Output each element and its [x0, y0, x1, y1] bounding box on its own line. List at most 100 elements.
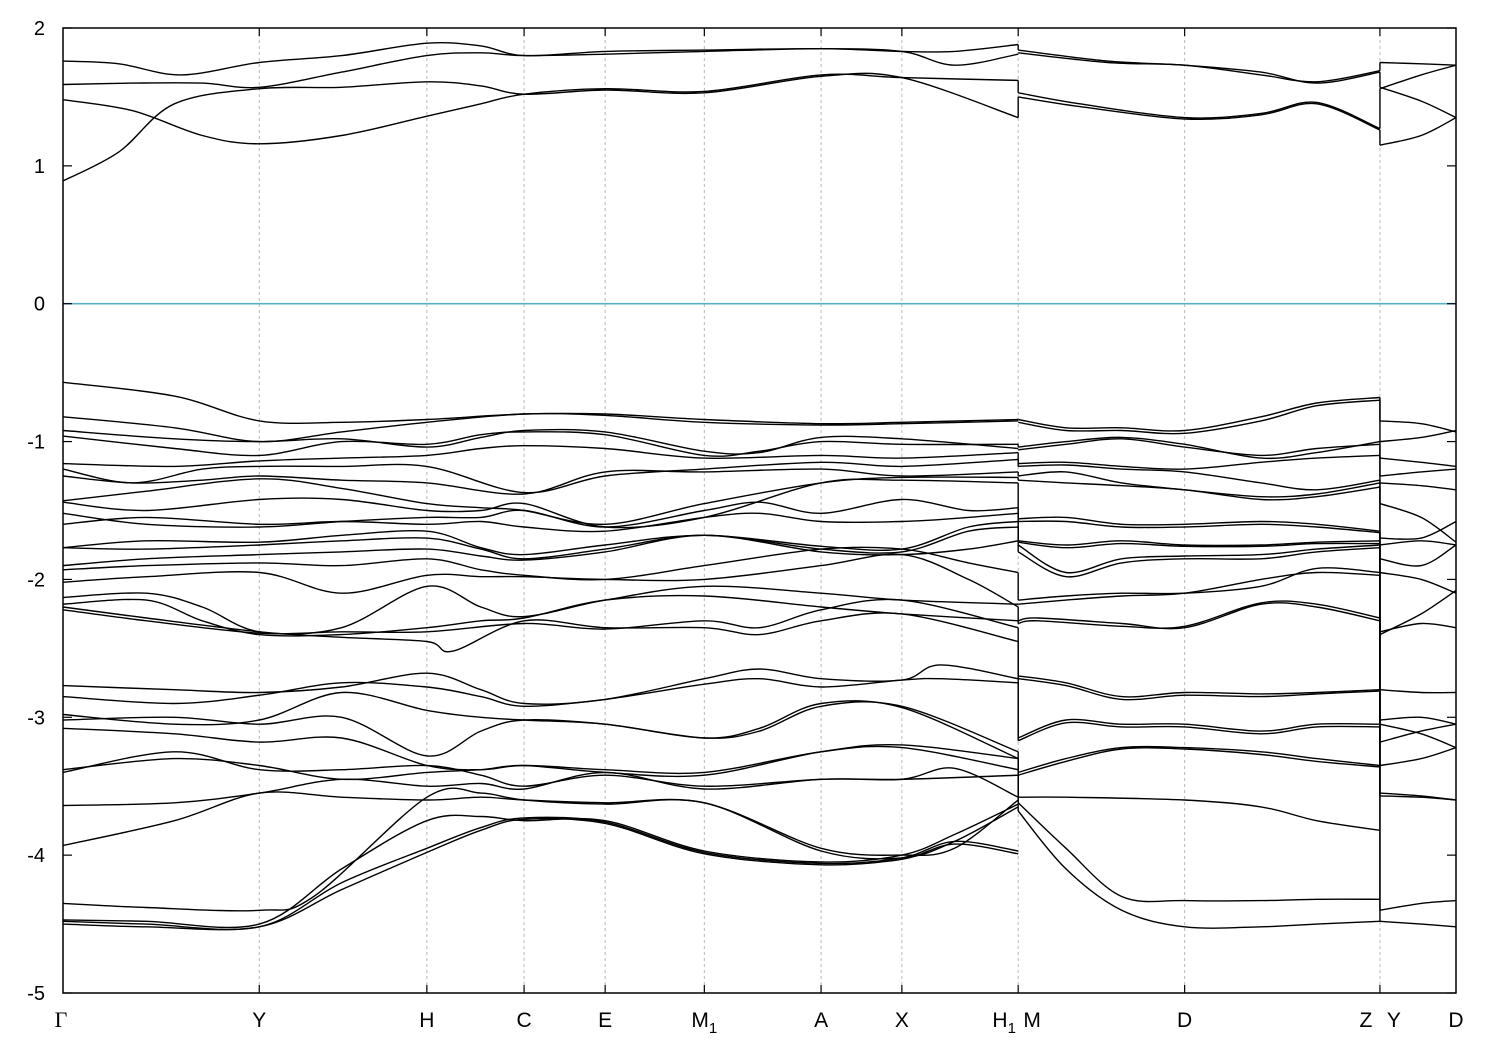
band-line: [62, 767, 1019, 807]
kpoint-label: E: [598, 1009, 612, 1032]
band-line: [1018, 471, 1381, 498]
band-line: [1018, 678, 1380, 701]
band-line: [1379, 716, 1457, 725]
y-tick-label: -2: [27, 569, 45, 591]
band-line: [1379, 468, 1457, 477]
band-line: [1018, 438, 1380, 457]
band-line: [62, 816, 1019, 931]
band-line: [62, 41, 1019, 76]
band-line: [1379, 64, 1457, 90]
y-tick-label: -5: [27, 983, 45, 1005]
band-line: [1018, 541, 1380, 549]
band-line: [1018, 571, 1380, 605]
band-line: [62, 73, 1019, 145]
band-line: [1018, 396, 1380, 432]
band-line: [1379, 116, 1457, 146]
band-line: [1379, 589, 1457, 636]
band-line: [62, 743, 1019, 781]
band-line: [62, 431, 1019, 457]
kpoint-label: A: [814, 1009, 828, 1032]
band-line: [1018, 520, 1380, 534]
band-line: [1017, 721, 1380, 742]
band-line: [1018, 747, 1380, 776]
band-line: [1379, 482, 1457, 491]
band-line: [62, 594, 1019, 637]
band-line: [1018, 479, 1381, 501]
band-line: [62, 412, 1019, 443]
band-line: [1018, 399, 1380, 435]
band-line: [1379, 86, 1457, 119]
band-line: [1018, 745, 1380, 774]
band-line: [62, 498, 1019, 528]
kpoint-label: Z: [1360, 1009, 1373, 1032]
band-line: [62, 664, 1019, 705]
band-line: [62, 598, 1019, 635]
band-line: [1379, 899, 1457, 911]
band-line: [1018, 436, 1381, 460]
band-line: [62, 701, 1019, 757]
kpoint-label: M1: [691, 1009, 717, 1037]
band-line: [1379, 723, 1457, 743]
band-line: [1379, 502, 1457, 543]
band-line: [1017, 718, 1380, 739]
band-line: [1379, 622, 1457, 633]
y-tick-label: 0: [34, 294, 45, 316]
kpoint-label: Y: [252, 1009, 266, 1032]
band-line: [1017, 544, 1380, 574]
band-line: [62, 72, 1019, 182]
band-line: [1018, 52, 1381, 83]
band-line: [62, 381, 1019, 425]
band-line: [1018, 540, 1380, 547]
band-line: [62, 803, 1019, 929]
band-line: [1379, 689, 1457, 694]
band-line: [62, 458, 1019, 494]
band-line: [1379, 540, 1457, 546]
band-line: [62, 478, 1019, 529]
band-line: [1017, 810, 1380, 929]
band-line: [62, 520, 1019, 556]
band-line: [62, 751, 1019, 787]
band-line: [62, 677, 1019, 708]
band-line: [1018, 92, 1381, 130]
kpoint-label: Γ: [55, 1007, 68, 1032]
band-curves: [62, 41, 1457, 931]
band-line: [62, 526, 1019, 560]
kpoint-label: D: [1448, 1009, 1463, 1032]
band-line: [62, 585, 1019, 635]
kpoint-label: M: [1023, 1009, 1041, 1032]
band-line: [62, 787, 1019, 912]
band-line: [62, 553, 1019, 608]
band-line: [1018, 516, 1380, 532]
plot-frame: [62, 27, 1457, 994]
band-line: [1379, 61, 1457, 66]
kpoint-label: H1: [992, 1009, 1016, 1037]
band-line: [1018, 464, 1381, 491]
y-axis-ticks: 2 1 0 -1 -2 -3 -4 -5: [27, 18, 1456, 1005]
band-line: [62, 476, 1019, 526]
band-line: [62, 468, 1019, 495]
band-line: [1379, 457, 1457, 468]
band-line: [62, 606, 1019, 653]
band-line: [1379, 420, 1457, 433]
band-line: [1018, 602, 1381, 630]
band-line: [1379, 520, 1457, 540]
y-tick-label: -1: [27, 432, 45, 454]
band-line: [1017, 802, 1380, 903]
band-line: [1379, 571, 1457, 594]
band-line: [1379, 746, 1457, 767]
band-line: [1018, 600, 1381, 629]
y-tick-label: 2: [34, 18, 45, 40]
kpoint-label: X: [895, 1009, 909, 1032]
kpoint-label: C: [516, 1009, 531, 1032]
band-line: [62, 445, 1019, 468]
y-tick-label: -4: [27, 845, 45, 867]
band-line: [1379, 795, 1457, 801]
band-line: [62, 512, 1019, 533]
band-line: [62, 546, 1019, 581]
kpoint-label: H: [419, 1009, 434, 1032]
band-line: [1018, 49, 1381, 84]
band-line: [62, 817, 1019, 931]
band-line: [1018, 796, 1381, 831]
x-axis-kpoint-labels: Γ Y H C E M1 A X H1 M D Z Y D: [55, 1007, 1464, 1037]
band-line: [1017, 547, 1380, 578]
